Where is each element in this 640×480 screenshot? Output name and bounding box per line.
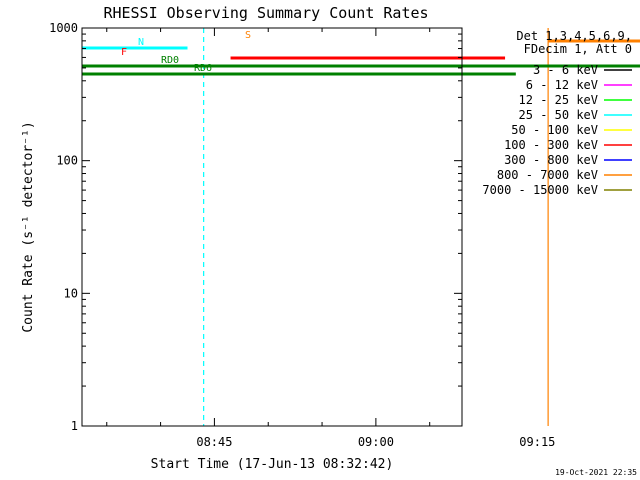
y-tick-label-10: 10 (64, 286, 78, 300)
y-axis-label: Count Rate (s⁻¹ detector⁻¹) (21, 121, 36, 332)
data-gap-1 (542, 28, 640, 426)
state-bar-label-rd0: RD0 (161, 55, 179, 66)
y-tick-label-100: 100 (56, 154, 78, 168)
legend-label-50-100-kev: 50 - 100 keV (511, 123, 598, 137)
legend: Det 1,3,4,5,6,9, FDecim 1, Att 0 3 - 6 k… (482, 29, 632, 197)
generated-timestamp: 19-Oct-2021 22:35 (555, 468, 637, 477)
state-bar-label-f: F (121, 47, 127, 58)
y-tick-label-1000: 1000 (49, 21, 78, 35)
legend-label-12-25-kev: 12 - 25 keV (519, 93, 598, 107)
state-bar-label-s: S (245, 30, 251, 41)
vertical-markers (203, 28, 549, 426)
legend-label-300-800-kev: 300 - 800 keV (504, 153, 598, 167)
plot-frame (81, 27, 463, 427)
data-gaps (542, 28, 640, 426)
state-bar-label-n: N (138, 37, 144, 48)
y-axis-ticks: 1 10 100 1000 (49, 21, 462, 433)
legend-label-800-7000-kev: 800 - 7000 keV (497, 168, 598, 182)
x-tick-label-08-45: 08:45 (196, 435, 232, 449)
x-axis-label: Start Time (17-Jun-13 08:32:42) (151, 457, 394, 472)
state-bar-label-rd6: RD6 (194, 63, 212, 74)
legend-label-25-50-kev: 25 - 50 keV (519, 108, 598, 122)
legend-label-100-300-kev: 100 - 300 keV (504, 138, 598, 152)
legend-header-detectors: Det 1,3,4,5,6,9, (516, 29, 632, 43)
state-bars: NF S RD0 RD6 (82, 30, 640, 76)
x-tick-label-09-00: 09:00 (358, 435, 394, 449)
legend-label-7000-15000-kev: 7000 - 15000 keV (482, 183, 598, 197)
x-tick-label-09-15: 09:15 (519, 435, 555, 449)
legend-label-6-12-kev: 6 - 12 keV (526, 78, 598, 92)
chart-title: RHESSI Observing Summary Count Rates (103, 4, 428, 22)
legend-header-decimation: FDecim 1, Att 0 (524, 42, 632, 56)
y-tick-label-1: 1 (71, 419, 78, 433)
legend-label-3-6-kev: 3 - 6 keV (533, 63, 598, 77)
